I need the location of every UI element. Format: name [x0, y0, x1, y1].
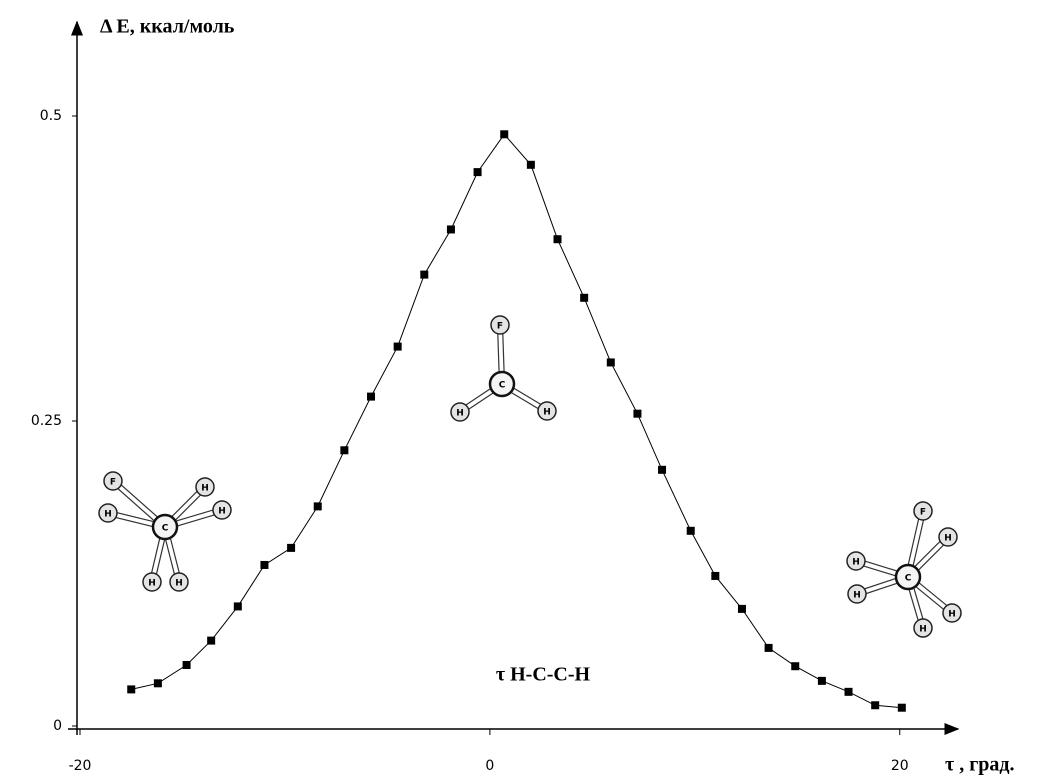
data-point: [871, 701, 879, 709]
data-point: [500, 130, 508, 138]
data-point: [420, 271, 428, 279]
data-point: [183, 661, 191, 669]
atom-label: H: [218, 507, 226, 517]
annotation: τ H-C-C-H: [496, 664, 591, 686]
data-point: [260, 561, 268, 569]
data-point: [711, 572, 719, 580]
atom-label: H: [948, 610, 956, 620]
x-axis-label: τ , град.: [945, 754, 1015, 776]
data-point: [527, 161, 535, 169]
data-point: [765, 644, 773, 652]
data-point: [447, 225, 455, 233]
x-tick-label: -20: [69, 758, 92, 774]
atom-label: F: [110, 478, 116, 488]
atom-label: F: [497, 322, 503, 332]
data-point: [898, 704, 906, 712]
atom-label: H: [919, 625, 927, 635]
data-point: [687, 527, 695, 535]
data-point: [791, 662, 799, 670]
data-point: [818, 677, 826, 685]
atom-label: H: [201, 484, 209, 494]
atom-label: H: [543, 408, 551, 418]
x-tick-label: 20: [891, 758, 909, 774]
y-tick-label: 0: [53, 718, 62, 734]
data-point: [845, 688, 853, 696]
atom-label: C: [905, 574, 912, 584]
data-point: [633, 410, 641, 418]
data-point: [127, 685, 135, 693]
atom-label: H: [853, 591, 861, 601]
y-tick-label: 0.5: [40, 108, 62, 124]
y-axis-label: Δ E, ккал/моль: [100, 16, 235, 38]
data-point: [367, 393, 375, 401]
data-point: [287, 544, 295, 552]
atom-label: H: [944, 534, 952, 544]
atom-label: H: [456, 409, 464, 419]
data-point: [658, 466, 666, 474]
atom-label: H: [175, 579, 183, 589]
data-point: [607, 358, 615, 366]
data-point: [234, 602, 242, 610]
data-point: [314, 502, 322, 510]
data-point: [738, 605, 746, 613]
atom-label: H: [852, 558, 860, 568]
data-point: [474, 168, 482, 176]
y-tick-label: 0.25: [31, 413, 62, 429]
molecules: F H H H H H C F H H C F H H H H H C: [99, 316, 961, 637]
chart: Δ E, ккал/моль τ , град. τ H-C-C-H F H H H H…: [0, 0, 1040, 780]
atom-label: C: [162, 524, 169, 534]
data-point: [340, 446, 348, 454]
data-point: [394, 343, 402, 351]
data-line: [131, 134, 902, 707]
atom-label: H: [148, 579, 156, 589]
atom-label: C: [499, 381, 506, 391]
x-tick-label: 0: [485, 758, 494, 774]
data-point: [554, 235, 562, 243]
data-point: [207, 637, 215, 645]
atom-label: F: [920, 508, 926, 518]
data-point: [154, 679, 162, 687]
atom-label: H: [104, 510, 112, 520]
data-point: [580, 294, 588, 302]
